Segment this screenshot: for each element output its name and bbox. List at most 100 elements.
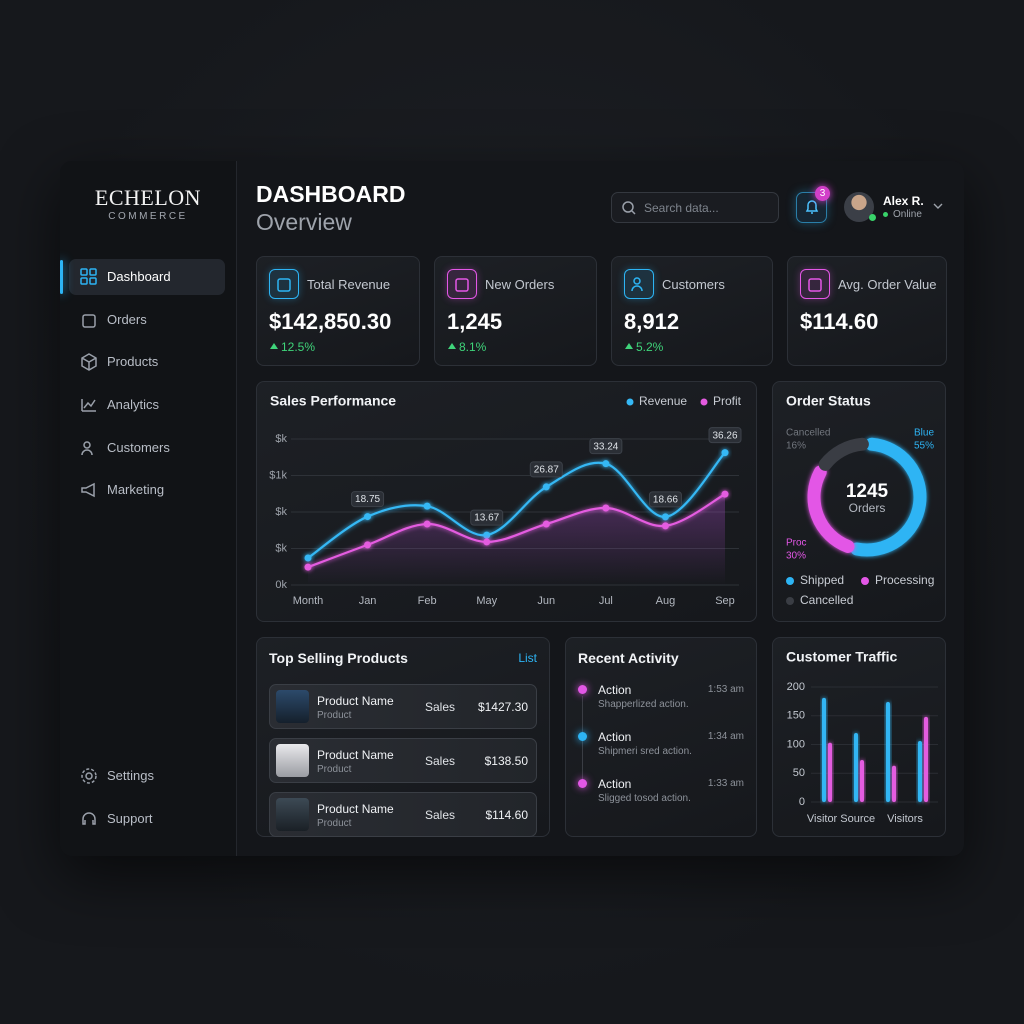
bar — [854, 733, 858, 802]
nav-item[interactable]: Customers — [107, 440, 170, 455]
icon — [82, 812, 96, 825]
product-metric: Sales — [425, 754, 456, 768]
product-thumb — [276, 798, 309, 831]
data-label-bg — [648, 491, 682, 508]
user-menu-chevron[interactable] — [933, 202, 943, 210]
x-tick-label: Visitors — [887, 813, 923, 825]
slice-value: 16% — [786, 441, 806, 452]
icon — [277, 278, 291, 292]
traffic-card: Customer Traffic 0 50 100 150 200 Visitor Sou… — [772, 637, 946, 837]
icon — [81, 768, 97, 784]
kpi-value: 8,912 — [624, 309, 680, 334]
activity-title: Action — [598, 683, 632, 697]
point — [304, 563, 312, 571]
chart-title: Order Status — [786, 393, 871, 409]
point — [721, 490, 729, 498]
up-arrow-shape — [270, 343, 278, 349]
point — [364, 541, 372, 549]
nav-item[interactable]: Dashboard — [107, 269, 171, 284]
nav-item[interactable]: Orders — [107, 312, 147, 327]
kpi-icon — [800, 269, 830, 299]
point — [423, 502, 431, 510]
data-label: 36.26 — [712, 430, 737, 441]
icon — [81, 399, 96, 412]
icon-part — [633, 277, 641, 285]
card-title: Recent Activity — [578, 650, 679, 666]
nav-item[interactable]: Support — [107, 811, 153, 826]
bar — [924, 716, 928, 802]
bar — [886, 701, 890, 802]
icon — [631, 277, 643, 292]
y-tick-label: 200 — [787, 681, 805, 693]
up-arrow — [625, 343, 633, 349]
icon-part — [81, 482, 95, 498]
data-label: 18.66 — [653, 495, 678, 506]
point — [602, 460, 610, 468]
donut-slice — [850, 437, 927, 557]
donut-slice — [807, 465, 855, 553]
icon — [81, 353, 97, 371]
product-category: Product — [317, 764, 352, 775]
x-tick-label: Month — [293, 595, 324, 607]
user-name: Alex R. — [883, 194, 924, 208]
point — [542, 483, 550, 491]
data-label: 33.24 — [593, 441, 618, 452]
icon — [808, 278, 822, 292]
data-label: 18.75 — [355, 494, 380, 505]
icon — [80, 268, 97, 285]
icon-part — [808, 278, 822, 292]
nav-item[interactable]: Marketing — [107, 482, 165, 497]
kpi-change: 12.5% — [281, 340, 316, 354]
y-tick-label: $k — [275, 542, 287, 554]
brand-name: ECHELON — [94, 185, 202, 210]
kpi-icon — [269, 269, 299, 299]
nav-item[interactable]: Products — [107, 354, 159, 369]
legend-label: Processing — [875, 573, 934, 587]
activity-title: Action — [598, 730, 632, 744]
product-thumb — [276, 690, 309, 723]
product-row: Product Name Product Sales $138.50 — [269, 738, 537, 783]
icon-part — [81, 353, 97, 371]
x-tick-label: Jun — [537, 595, 555, 607]
legend-dot — [786, 597, 794, 605]
notification-badge: 3 — [815, 186, 830, 201]
list-link[interactable]: List — [518, 651, 537, 665]
product-name: Product Name — [317, 748, 394, 762]
icon-part — [85, 772, 93, 780]
point — [542, 520, 550, 528]
activity-time: 1:33 am — [707, 778, 744, 789]
area — [308, 494, 725, 585]
up-arrow-shape — [448, 343, 456, 349]
search-placeholder: Search data... — [644, 201, 719, 215]
data-label-bg — [708, 427, 742, 444]
product-category: Product — [317, 818, 352, 829]
search-box[interactable]: Search data... — [611, 192, 779, 223]
icon — [455, 278, 469, 292]
activity-detail: Shipmeri sred action. — [598, 746, 692, 757]
data-label: 26.87 — [534, 465, 559, 476]
kpi-card: Customers 8,912 5.2% — [611, 256, 773, 366]
user-status: Online — [893, 209, 922, 220]
legend-dot — [786, 577, 794, 585]
avatar-status-dot — [869, 214, 876, 221]
up-arrow-shape — [625, 343, 633, 349]
bell-icon — [805, 200, 819, 214]
activity-detail: Shapperlized action. — [598, 699, 689, 710]
notification-button[interactable] — [796, 192, 827, 223]
sales-card: Sales Performance 0k $k $k $1k $k Month Jan Feb… — [256, 381, 757, 622]
nav-item[interactable]: Settings — [107, 768, 154, 783]
icon-part — [81, 768, 97, 784]
kpi-change: 5.2% — [636, 340, 664, 354]
data-label-bg — [351, 491, 385, 508]
product-row: Product Name Product Sales $1427.30 — [269, 684, 537, 729]
icon-part — [82, 812, 96, 825]
product-price: $138.50 — [484, 754, 528, 768]
nav-item[interactable]: Analytics — [107, 397, 160, 412]
kpi-label: Total Revenue — [307, 277, 391, 292]
y-tick-label: 150 — [787, 710, 805, 722]
x-tick-label: Aug — [656, 595, 676, 607]
legend-label: Shipped — [800, 573, 844, 587]
icon-part — [89, 277, 97, 285]
